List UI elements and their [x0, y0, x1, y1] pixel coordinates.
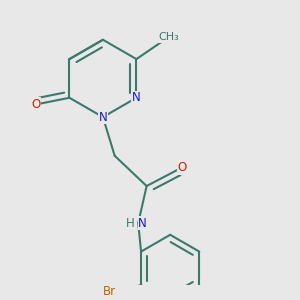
- Text: O: O: [31, 98, 40, 111]
- Text: CH₃: CH₃: [158, 32, 179, 42]
- Text: N: N: [99, 111, 107, 124]
- Text: Br: Br: [103, 285, 116, 298]
- Text: N: N: [138, 217, 147, 230]
- Text: H: H: [126, 217, 135, 230]
- Text: O: O: [177, 161, 187, 174]
- Text: N: N: [132, 91, 141, 104]
